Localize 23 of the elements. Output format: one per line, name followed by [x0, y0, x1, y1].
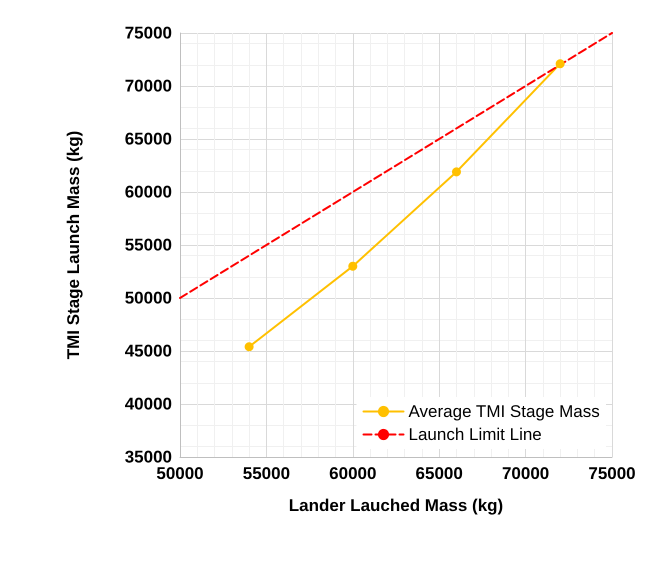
y-tick-label: 45000	[124, 342, 172, 360]
legend-label: Launch Limit Line	[408, 425, 542, 444]
legend-label: Average TMI Stage Mass	[408, 402, 600, 421]
y-tick-label: 75000	[124, 24, 172, 42]
y-tick-label: 35000	[124, 448, 172, 466]
x-axis-title: Lander Lauched Mass (kg)	[288, 496, 504, 515]
y-tick-label: 50000	[124, 288, 172, 308]
point	[556, 59, 565, 68]
y-axis-title: TMI Stage Launch Mass (kg)	[64, 130, 83, 360]
y-tick-label: 70000	[124, 76, 172, 96]
x-tick-label: 60000	[329, 464, 376, 483]
x-tick-label: 50000	[156, 464, 204, 483]
y-tick-label: 40000	[124, 394, 172, 414]
x-tick-label: 75000	[588, 464, 636, 483]
y-tick-label: 60000	[124, 182, 172, 202]
x-tick-label: 65000	[416, 464, 463, 483]
y-tick-label: 65000	[124, 130, 172, 148]
point	[244, 342, 254, 352]
x-tick-label: 55000	[242, 464, 290, 483]
point	[452, 167, 461, 176]
y-tick-label: 55000	[124, 236, 172, 254]
point	[348, 262, 358, 271]
x-tick-label: 70000	[502, 464, 550, 483]
